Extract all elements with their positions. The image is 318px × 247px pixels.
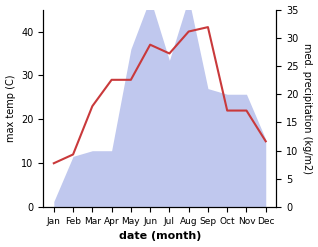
Y-axis label: med. precipitation (kg/m2): med. precipitation (kg/m2) (302, 43, 313, 174)
X-axis label: date (month): date (month) (119, 231, 201, 242)
Y-axis label: max temp (C): max temp (C) (5, 75, 16, 142)
